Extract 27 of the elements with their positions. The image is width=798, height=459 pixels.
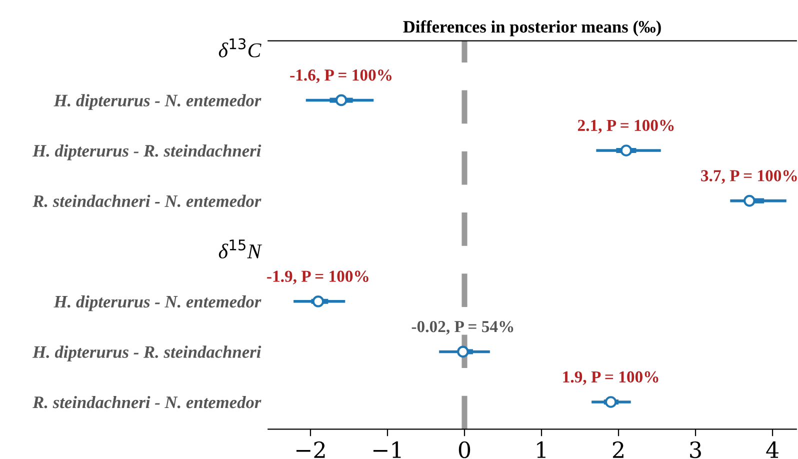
data-label: -1.9, P = 100% bbox=[267, 270, 368, 284]
y-tick-label: H. dipterurus - R. steindachneri bbox=[32, 144, 262, 160]
y-tick-label: R. steindachneri - N. entemedor bbox=[32, 194, 262, 208]
x-tick-label: 4 bbox=[766, 441, 778, 458]
y-tick-label: R. steindachneri - N. entemedor bbox=[32, 396, 262, 408]
x-tick-label: 0 bbox=[458, 441, 470, 458]
data-label: 2.1, P = 100% bbox=[578, 120, 674, 134]
x-tick-label: 1 bbox=[537, 441, 546, 458]
x-tick-label: −1 bbox=[373, 441, 401, 458]
point bbox=[744, 194, 756, 207]
point bbox=[312, 296, 324, 308]
point bbox=[620, 144, 632, 156]
data-label: -0.02, P = 54% bbox=[412, 320, 514, 335]
x-tick-label: −2 bbox=[296, 441, 325, 458]
data-label: -1.6, P = 100% bbox=[290, 69, 392, 84]
y-tick-label: H. dipterurus - R. steindachneri bbox=[32, 346, 262, 362]
x-tick-label: 2 bbox=[612, 441, 624, 458]
point bbox=[335, 94, 348, 106]
y-tick-label: δ$^{15}$N bbox=[218, 240, 262, 258]
y-tick-label: H. dipterurus - N. entemedor bbox=[54, 295, 262, 312]
data-label: 1.9, P = 100% bbox=[563, 371, 658, 385]
y-tick-label: δ$^{13}$C bbox=[218, 38, 262, 58]
point bbox=[457, 346, 469, 358]
data-label: 3.7, P = 100% bbox=[701, 170, 797, 184]
y-tick-label: H. dipterurus - N. entemedor bbox=[54, 94, 262, 110]
chart-title: Differences in posterior means (‰) bbox=[403, 20, 661, 36]
x-tick-label: 3 bbox=[690, 441, 701, 458]
